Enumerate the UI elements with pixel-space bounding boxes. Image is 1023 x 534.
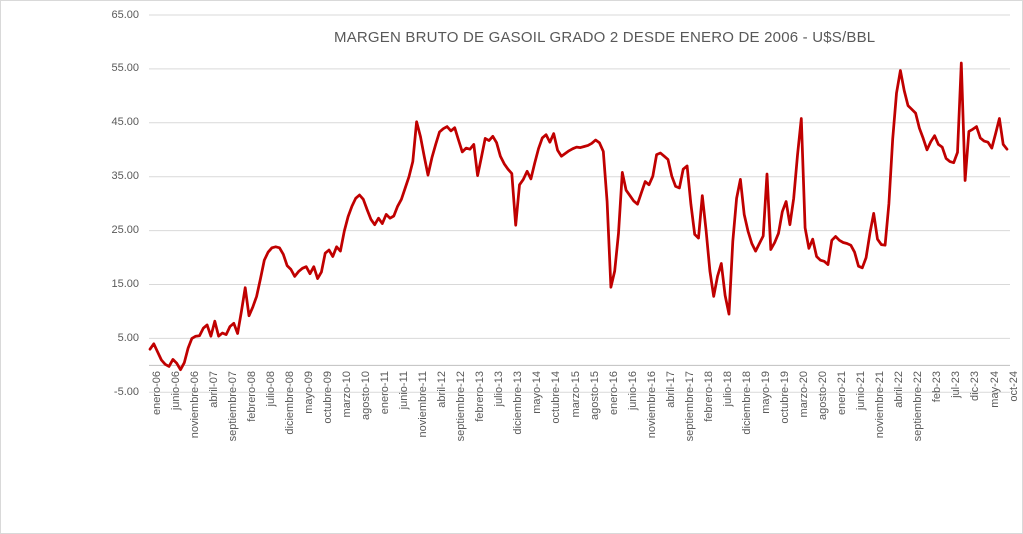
x-tick-label: abril-07	[207, 371, 220, 408]
x-tick-label: mayo-14	[531, 371, 544, 414]
x-tick-label: noviembre-11	[417, 371, 430, 438]
x-tick-label: agosto-10	[360, 371, 372, 420]
x-tick-label: junio-11	[398, 371, 411, 410]
x-tick-label: octubre-19	[779, 371, 791, 424]
x-tick-label: enero-06	[150, 371, 163, 416]
x-tick-label: octubre-14	[550, 371, 563, 424]
x-tick-label: mayo-09	[302, 371, 315, 414]
x-tick-label: septiembre-12	[455, 371, 468, 442]
x-tick-label: abril-17	[664, 371, 677, 408]
x-tick-label: noviembre-21	[874, 371, 887, 439]
x-tick-label: mayo-19	[759, 371, 772, 414]
chart-title: MARGEN BRUTO DE GASOIL GRADO 2 DESDE ENE…	[334, 29, 876, 46]
x-tick-label: jul-23	[950, 371, 963, 398]
y-tick-label: 25.00	[111, 224, 139, 237]
x-tick-label: enero-16	[607, 371, 620, 416]
x-tick-label: febrero-18	[702, 371, 715, 422]
x-tick-label: diciembre-13	[512, 371, 525, 435]
x-tick-label: marzo-20	[798, 371, 810, 418]
x-tick-label: agosto-20	[817, 371, 830, 420]
y-tick-label: -5.00	[113, 385, 139, 398]
x-tick-label: septiembre-22	[912, 371, 925, 442]
x-tick-label: enero-11	[379, 371, 391, 415]
x-tick-label: julio-08	[264, 371, 277, 407]
y-tick-label: 65.00	[111, 8, 139, 21]
x-tick-label: noviembre-06	[188, 371, 201, 439]
x-tick-label: abril-12	[436, 371, 449, 408]
x-tick-label: diciembre-18	[740, 371, 753, 435]
x-tick-label: julio-13	[493, 371, 506, 407]
x-tick-label: noviembre-16	[645, 371, 658, 439]
x-tick-label: octubre-09	[321, 371, 334, 424]
x-tick-label: abril-22	[893, 371, 906, 408]
x-tick-label: oct-24	[1007, 371, 1020, 402]
y-tick-label: 15.00	[111, 278, 139, 290]
x-tick-label: septiembre-07	[226, 371, 239, 442]
margin-series-line	[148, 61, 1009, 372]
x-tick-label: septiembre-17	[683, 371, 696, 442]
x-tick-label: diciembre-08	[283, 371, 296, 435]
x-tick-label: may-24	[988, 371, 1001, 408]
x-tick-label: junio-06	[169, 371, 182, 411]
x-tick-label: febrero-13	[474, 371, 487, 422]
x-tick-label: febrero-08	[245, 371, 258, 422]
x-tick-label: marzo-15	[569, 371, 582, 418]
y-tick-label: 45.00	[111, 116, 139, 129]
x-tick-label: marzo-10	[340, 371, 353, 418]
x-tick-label: julio-18	[721, 371, 734, 407]
x-tick-label: feb-23	[931, 371, 944, 403]
x-tick-label: junio-16	[626, 371, 639, 411]
y-tick-label: 5.00	[117, 331, 139, 344]
y-tick-label: 35.00	[111, 170, 139, 183]
x-tick-label: junio-21	[855, 371, 868, 411]
x-tick-label: dic-23	[969, 371, 982, 401]
y-tick-label: 55.00	[111, 62, 139, 75]
x-tick-label: agosto-15	[588, 371, 601, 420]
x-tick-label: enero-21	[836, 371, 849, 416]
